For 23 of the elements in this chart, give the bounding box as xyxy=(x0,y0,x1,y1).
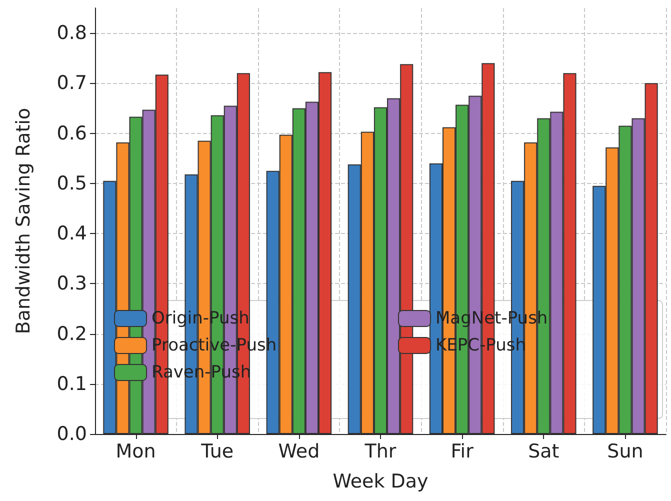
x-tick-label: Wed xyxy=(278,440,320,462)
x-tick-label: Mon xyxy=(116,440,156,462)
x-tick-label: Tue xyxy=(200,440,234,462)
legend-label: Raven-Push xyxy=(152,362,252,382)
y-tick-label: 0.3 xyxy=(56,272,87,295)
y-axis-title: Bandwidth Saving Ratio xyxy=(12,108,34,334)
x-axis-title: Week Day xyxy=(332,470,428,492)
y-tick-label: 0.6 xyxy=(56,122,87,144)
y-tick-label: 0.0 xyxy=(56,423,87,445)
x-tick-label: Sat xyxy=(528,440,560,462)
legend-label: Origin-Push xyxy=(152,308,250,328)
legend-label: MagNet-Push xyxy=(436,308,548,328)
y-tick-label: 0.7 xyxy=(56,72,87,94)
legend-label: Proactive-Push xyxy=(152,336,277,356)
y-tick-label: 0.8 xyxy=(56,22,87,44)
x-tick-label: Thr xyxy=(364,440,396,462)
y-tick-label: 0.5 xyxy=(56,172,87,194)
y-tick-label: 0.2 xyxy=(56,322,87,345)
x-tick-label: Fir xyxy=(450,440,474,462)
legend-label: KEPC-Push xyxy=(436,336,526,356)
y-tick-label: 0.4 xyxy=(56,222,87,245)
y-tick-label: 0.1 xyxy=(56,372,87,395)
x-tick-label: Sun xyxy=(607,440,644,462)
